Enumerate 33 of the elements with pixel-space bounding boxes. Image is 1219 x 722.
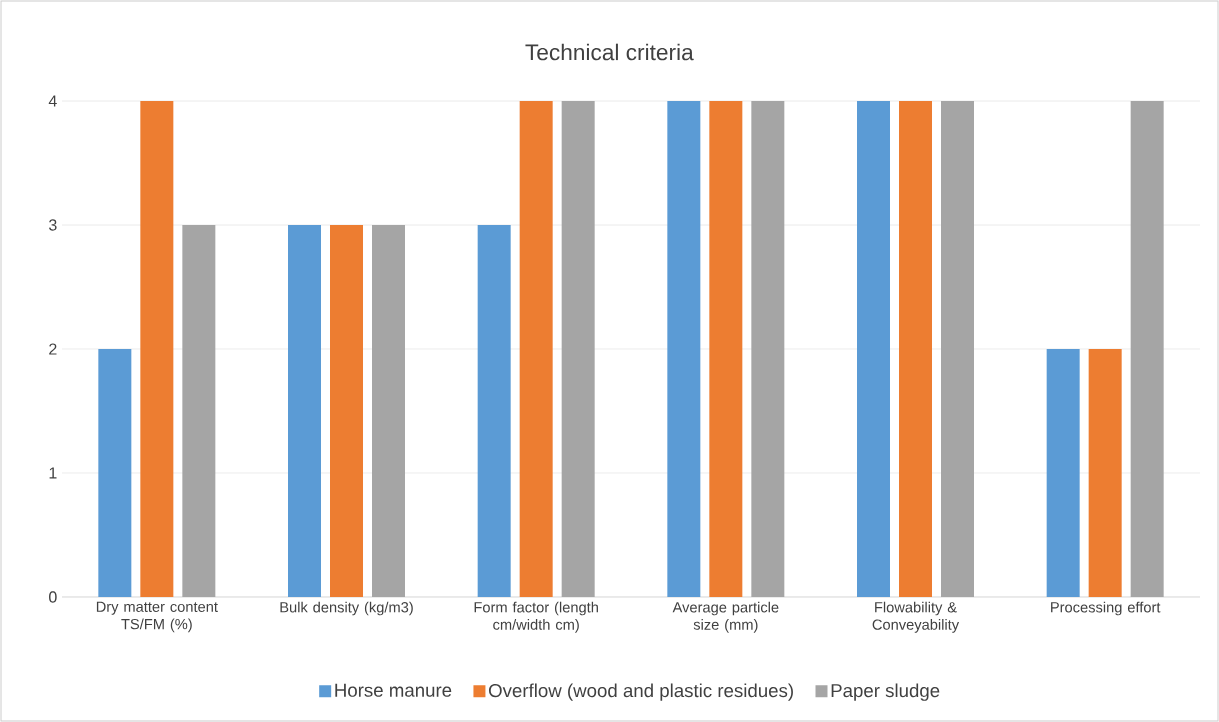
- x-tick-label: Form factor (length cm/width cm): [474, 601, 598, 633]
- y-tick-label: 1: [49, 467, 57, 479]
- legend-label: Horse manure: [335, 683, 452, 697]
- legend-label: Paper sludge: [831, 683, 940, 701]
- x-tick-label: Flowability & Conveyability: [872, 601, 960, 633]
- bar: [667, 101, 701, 597]
- chart-title: Technical criteria: [525, 43, 694, 61]
- y-tick-label: 3: [49, 219, 57, 231]
- y-tick-label: 0: [49, 591, 57, 603]
- bar: [561, 101, 595, 597]
- bar: [330, 225, 364, 597]
- bar: [182, 225, 216, 597]
- bar: [1130, 101, 1164, 597]
- x-tick-label: Dry matter content TS/FM (%): [96, 601, 218, 633]
- bar: [857, 101, 890, 597]
- bar: [372, 225, 406, 597]
- bar: [709, 101, 743, 597]
- bar: [1088, 349, 1122, 597]
- bar: [98, 349, 132, 597]
- bar: [899, 101, 932, 597]
- legend-label: Overflow (wood and plastic residues): [488, 683, 793, 701]
- bar: [140, 101, 174, 597]
- x-tick-label: Processing effort: [1051, 601, 1161, 616]
- x-tick-label: Bulk density (kg/m3): [280, 601, 413, 616]
- bar: [477, 225, 511, 597]
- bar: [519, 101, 553, 597]
- bar: [288, 225, 322, 597]
- bar: [941, 101, 974, 597]
- x-tick-label: Average particle size (mm): [672, 601, 779, 633]
- bar: [751, 101, 785, 597]
- y-tick-label: 2: [49, 343, 57, 355]
- bar: [1046, 349, 1080, 597]
- y-tick-label: 4: [48, 95, 57, 107]
